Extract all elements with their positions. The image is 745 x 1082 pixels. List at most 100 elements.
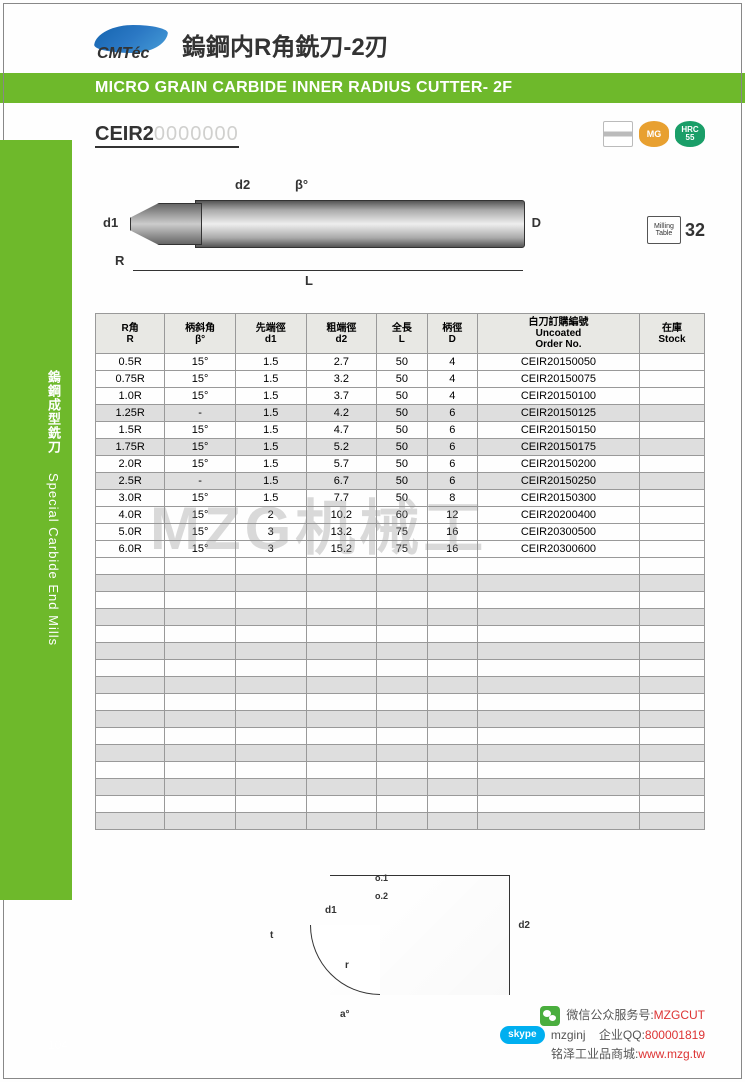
table-header-cell: 柄斜角β° <box>165 314 236 354</box>
table-cell: CEIR20150125 <box>478 405 640 422</box>
table-cell: 6.7 <box>306 473 377 490</box>
table-cell <box>478 677 640 694</box>
table-cell: 15° <box>165 490 236 507</box>
skype-id: mzginj <box>551 1028 586 1042</box>
table-cell: CEIR20200400 <box>478 507 640 524</box>
table-cell <box>639 507 704 524</box>
hrc-icon: HRC 55 <box>675 121 705 147</box>
dim-beta: β° <box>295 177 308 192</box>
table-cell: 3 <box>235 524 306 541</box>
table-cell: 4.0R <box>96 507 165 524</box>
table-cell <box>427 558 477 575</box>
table-cell <box>427 592 477 609</box>
milling-l1: Milling <box>654 223 674 230</box>
dim-R: R <box>115 253 124 268</box>
table-cell <box>639 796 704 813</box>
table-cell: 12 <box>427 507 477 524</box>
table-cell: 6 <box>427 439 477 456</box>
table-cell <box>306 609 377 626</box>
page-title: 鎢鋼内R角銑刀-2刃 <box>182 27 389 62</box>
table-cell: 2.0R <box>96 456 165 473</box>
table-cell: 4 <box>427 354 477 371</box>
table-cell <box>639 660 704 677</box>
table-cell: 3.2 <box>306 371 377 388</box>
table-cell <box>165 575 236 592</box>
table-cell <box>478 575 640 592</box>
table-header-cell: 全長L <box>377 314 427 354</box>
table-cell: 1.5 <box>235 371 306 388</box>
table-cell <box>96 745 165 762</box>
table-cell <box>96 796 165 813</box>
table-cell <box>478 813 640 830</box>
table-cell <box>639 813 704 830</box>
table-cell <box>235 694 306 711</box>
table-cell <box>427 626 477 643</box>
table-row: 5.0R15°313.27516CEIR20300500 <box>96 524 705 541</box>
table-cell <box>478 779 640 796</box>
table-header-cell: R角R <box>96 314 165 354</box>
table-cell <box>377 762 427 779</box>
table-cell <box>235 745 306 762</box>
table-cell: 50 <box>377 490 427 507</box>
table-cell: 1.0R <box>96 388 165 405</box>
table-cell <box>165 779 236 796</box>
code-placeholder: 0000000 <box>154 123 239 145</box>
table-cell <box>306 694 377 711</box>
table-cell <box>306 813 377 830</box>
table-cell <box>377 643 427 660</box>
table-cell <box>639 490 704 507</box>
table-cell: 4 <box>427 371 477 388</box>
table-cell: 1.5 <box>235 388 306 405</box>
table-cell: - <box>165 473 236 490</box>
table-cell <box>96 762 165 779</box>
table-cell <box>96 626 165 643</box>
bd-a: a° <box>340 1009 350 1020</box>
table-cell <box>165 592 236 609</box>
table-cell: CEIR20150050 <box>478 354 640 371</box>
table-cell: 6 <box>427 422 477 439</box>
table-cell: 6.0R <box>96 541 165 558</box>
table-cell <box>235 660 306 677</box>
table-cell <box>96 592 165 609</box>
table-cell <box>165 711 236 728</box>
table-cell <box>377 728 427 745</box>
table-cell <box>639 524 704 541</box>
dim-d2: d2 <box>235 177 250 192</box>
table-cell <box>427 694 477 711</box>
table-cell: 50 <box>377 422 427 439</box>
milling-page-ref: 32 <box>685 220 705 241</box>
table-cell <box>235 813 306 830</box>
table-cell <box>478 609 640 626</box>
logo-text: CMTéc <box>97 45 149 63</box>
product-code-group: CEIR20000000 <box>95 123 239 146</box>
dim-L: L <box>305 273 313 288</box>
table-cell <box>377 813 427 830</box>
table-cell <box>306 592 377 609</box>
table-row-empty <box>96 796 705 813</box>
table-cell: 6 <box>427 405 477 422</box>
table-row-empty <box>96 762 705 779</box>
application-diagram: d1 d2 t r a° o.1 o.2 <box>270 855 530 1015</box>
table-cell: 50 <box>377 439 427 456</box>
table-cell <box>306 745 377 762</box>
table-cell <box>235 592 306 609</box>
table-cell <box>639 592 704 609</box>
table-cell: 50 <box>377 354 427 371</box>
table-cell <box>639 405 704 422</box>
tslot-icon <box>603 121 633 147</box>
table-cell <box>377 745 427 762</box>
table-header-cell: 白刀訂購編號UncoatedOrder No. <box>478 314 640 354</box>
table-cell <box>235 643 306 660</box>
table-cell: 1.25R <box>96 405 165 422</box>
table-row: 2.0R15°1.55.7506CEIR20150200 <box>96 456 705 473</box>
table-row-empty <box>96 694 705 711</box>
table-row-empty <box>96 592 705 609</box>
table-cell: 75 <box>377 524 427 541</box>
table-cell: 1.5 <box>235 439 306 456</box>
table-cell: CEIR20150250 <box>478 473 640 490</box>
catalog-page: 鎢鋼成型銑刀 Special Carbide End Mills 104 CMT… <box>0 0 745 1082</box>
table-cell <box>639 711 704 728</box>
table-cell <box>639 643 704 660</box>
table-cell <box>235 796 306 813</box>
table-head: R角R柄斜角β°先端徑d1粗端徑d2全長L柄徑D白刀訂購編號UncoatedOr… <box>96 314 705 354</box>
